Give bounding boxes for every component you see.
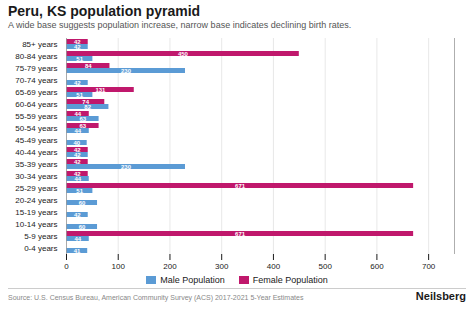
svg-text:84: 84	[85, 63, 92, 69]
svg-text:500: 500	[318, 262, 332, 271]
svg-text:75-79 years: 75-79 years	[15, 64, 57, 73]
svg-text:42: 42	[74, 43, 81, 50]
svg-text:82: 82	[84, 103, 92, 110]
svg-text:42: 42	[74, 159, 81, 165]
svg-text:44: 44	[74, 175, 82, 182]
svg-text:42: 42	[74, 39, 81, 45]
svg-text:300: 300	[215, 262, 229, 271]
html-text:Peru, KS population pyramid: Peru, KS population pyramid	[8, 3, 201, 19]
html-text:Neilsberg: Neilsberg	[415, 290, 466, 302]
svg-text:42: 42	[74, 80, 81, 86]
svg-text:20-24 years: 20-24 years	[15, 196, 57, 205]
svg-text:50-54 years: 50-54 years	[15, 124, 57, 133]
svg-text:230: 230	[121, 68, 132, 74]
svg-text:74: 74	[82, 99, 89, 105]
svg-text:45-49 years: 45-49 years	[15, 136, 57, 145]
svg-text:65-69 years: 65-69 years	[15, 88, 57, 97]
svg-text:51: 51	[76, 188, 83, 194]
svg-text:15-19 years: 15-19 years	[15, 208, 57, 217]
svg-text:131: 131	[95, 87, 106, 93]
svg-text:400: 400	[267, 262, 281, 271]
svg-text:42: 42	[74, 212, 81, 218]
svg-text:600: 600	[370, 262, 384, 271]
svg-text:60: 60	[79, 200, 86, 206]
svg-text:44: 44	[74, 127, 82, 134]
svg-text:30-34 years: 30-34 years	[15, 172, 57, 181]
svg-text:10-14 years: 10-14 years	[15, 220, 57, 229]
svg-text:200: 200	[163, 262, 177, 271]
svg-text:60: 60	[79, 224, 86, 230]
svg-text:63: 63	[79, 115, 87, 122]
svg-text:42: 42	[74, 151, 81, 158]
svg-text:100: 100	[112, 262, 126, 271]
svg-text:0: 0	[64, 262, 69, 271]
svg-text:85+ years: 85+ years	[22, 40, 57, 49]
svg-text:671: 671	[235, 231, 246, 237]
svg-text:5-9 years: 5-9 years	[24, 232, 57, 241]
svg-text:63: 63	[79, 123, 86, 129]
svg-text:44: 44	[75, 236, 82, 242]
svg-text:35-39 years: 35-39 years	[15, 160, 57, 169]
svg-text:700: 700	[422, 262, 436, 271]
svg-text:450: 450	[178, 51, 189, 57]
svg-text:60-64 years: 60-64 years	[15, 100, 57, 109]
svg-text:70-74 years: 70-74 years	[15, 76, 57, 85]
html-text:Source: U.S. Census Bureau, Am: Source: U.S. Census Bureau, American Com…	[8, 294, 304, 301]
html-text:Male Population: Male Population	[160, 275, 225, 285]
svg-text:671: 671	[235, 183, 246, 189]
svg-text:80-84 years: 80-84 years	[15, 52, 57, 61]
svg-text:55-59 years: 55-59 years	[15, 112, 57, 121]
html-text:A wide base suggests populatio: A wide base suggests population increase…	[8, 20, 352, 30]
html-text:Female Population: Female Population	[252, 275, 328, 285]
svg-text:41: 41	[74, 248, 81, 254]
svg-text:42: 42	[74, 171, 81, 177]
svg-text:40-44 years: 40-44 years	[15, 148, 57, 157]
svg-text:42: 42	[74, 147, 81, 153]
svg-text:0-4 years: 0-4 years	[24, 244, 57, 253]
svg-text:25-29 years: 25-29 years	[15, 184, 57, 193]
svg-text:230: 230	[121, 164, 132, 170]
svg-text:51: 51	[76, 56, 83, 62]
svg-text:51: 51	[76, 92, 83, 98]
svg-text:40: 40	[74, 140, 81, 146]
svg-text:44: 44	[75, 111, 82, 117]
